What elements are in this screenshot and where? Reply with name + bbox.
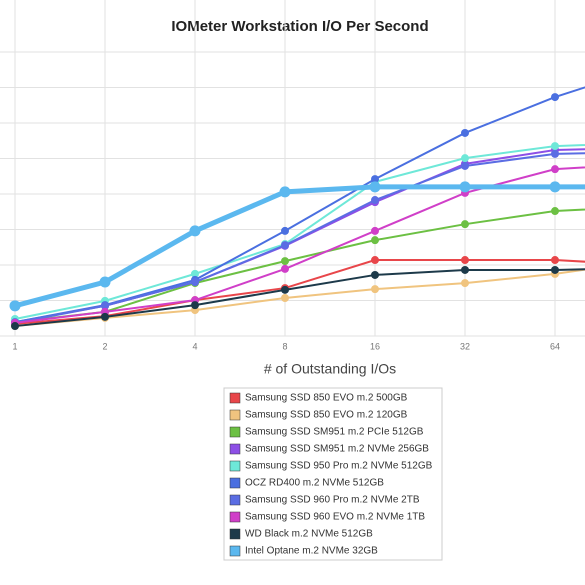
legend-label: OCZ RD400 m.2 NVMe 512GB (245, 478, 384, 489)
legend-swatch (229, 409, 241, 421)
data-point (551, 93, 559, 102)
data-point (551, 207, 559, 216)
series-line (14, 184, 585, 309)
x-tick-label: 2 (102, 341, 107, 351)
data-point (281, 264, 289, 273)
legend-swatch (229, 511, 241, 523)
legend-label: Samsung SSD 850 EVO m.2 500GB (245, 393, 408, 404)
data-point (371, 236, 379, 245)
x-axis-label: # of Outstanding I/Os (264, 361, 396, 377)
series-line (14, 152, 585, 324)
data-point (371, 175, 379, 184)
data-point (369, 181, 381, 193)
legend-label: Samsung SSD 960 EVO m.2 NVMe 1TB (245, 512, 425, 523)
data-point (191, 301, 199, 310)
legend-label: Samsung SSD SM951 m.2 NVMe 256GB (245, 444, 429, 455)
data-point (461, 220, 469, 229)
data-point (551, 265, 559, 274)
legend-label: Samsung SSD 950 Pro m.2 NVMe 512GB (245, 461, 433, 472)
data-point (551, 165, 559, 174)
legend-label: Samsung SSD 960 Pro m.2 NVMe 2TB (245, 495, 420, 506)
data-point (281, 294, 289, 303)
series-line (14, 166, 585, 324)
legend-label: Samsung SSD 850 EVO m.2 120GB (245, 410, 408, 421)
x-tick-label: 1 (12, 341, 17, 351)
legend-label: Intel Optane m.2 NVMe 32GB (245, 546, 378, 557)
data-point (551, 142, 559, 151)
data-point (461, 154, 469, 163)
data-point (551, 256, 559, 265)
data-point (371, 226, 379, 235)
x-tick-label: 8 (282, 341, 287, 351)
x-tick-label: 4 (192, 341, 197, 351)
data-point (101, 312, 109, 321)
data-point (279, 186, 291, 198)
legend-swatch (229, 494, 241, 506)
data-point (281, 226, 289, 235)
data-point (371, 256, 379, 265)
legend-swatch (229, 392, 241, 404)
x-tick-label: 32 (460, 341, 470, 351)
data-point (551, 149, 559, 158)
legend-label: WD Black m.2 NVMe 512GB (245, 529, 373, 540)
data-point (459, 181, 471, 193)
data-point (281, 285, 289, 294)
data-point (191, 269, 199, 278)
data-point (191, 278, 199, 287)
series-line (14, 144, 585, 320)
legend-swatch (229, 528, 241, 540)
series-line (14, 208, 585, 324)
data-point (549, 181, 561, 193)
x-tick-label: 16 (370, 341, 380, 351)
data-point (371, 285, 379, 294)
series-line (14, 268, 585, 328)
data-point (9, 300, 21, 312)
series-line (14, 259, 585, 325)
data-point (461, 256, 469, 265)
data-point (461, 265, 469, 274)
data-point (371, 270, 379, 279)
data-point (461, 128, 469, 137)
data-point (189, 225, 201, 237)
data-point (461, 279, 469, 288)
legend-label: Samsung SSD SM951 m.2 PCIe 512GB (245, 427, 424, 438)
data-point (99, 276, 111, 288)
legend-box (223, 387, 443, 561)
data-point (11, 322, 19, 331)
data-point (371, 196, 379, 205)
legend-swatch (229, 460, 241, 472)
data-point (101, 301, 109, 310)
data-point (461, 161, 469, 170)
legend-swatch (229, 545, 241, 557)
legend-swatch (229, 426, 241, 438)
data-point (281, 241, 289, 250)
data-point (281, 257, 289, 266)
legend-swatch (229, 477, 241, 489)
series-line (14, 268, 585, 328)
chart-title: IOMeter Workstation I/O Per Second (171, 18, 428, 35)
x-tick-label: 64 (550, 341, 560, 351)
legend-swatch (229, 443, 241, 455)
